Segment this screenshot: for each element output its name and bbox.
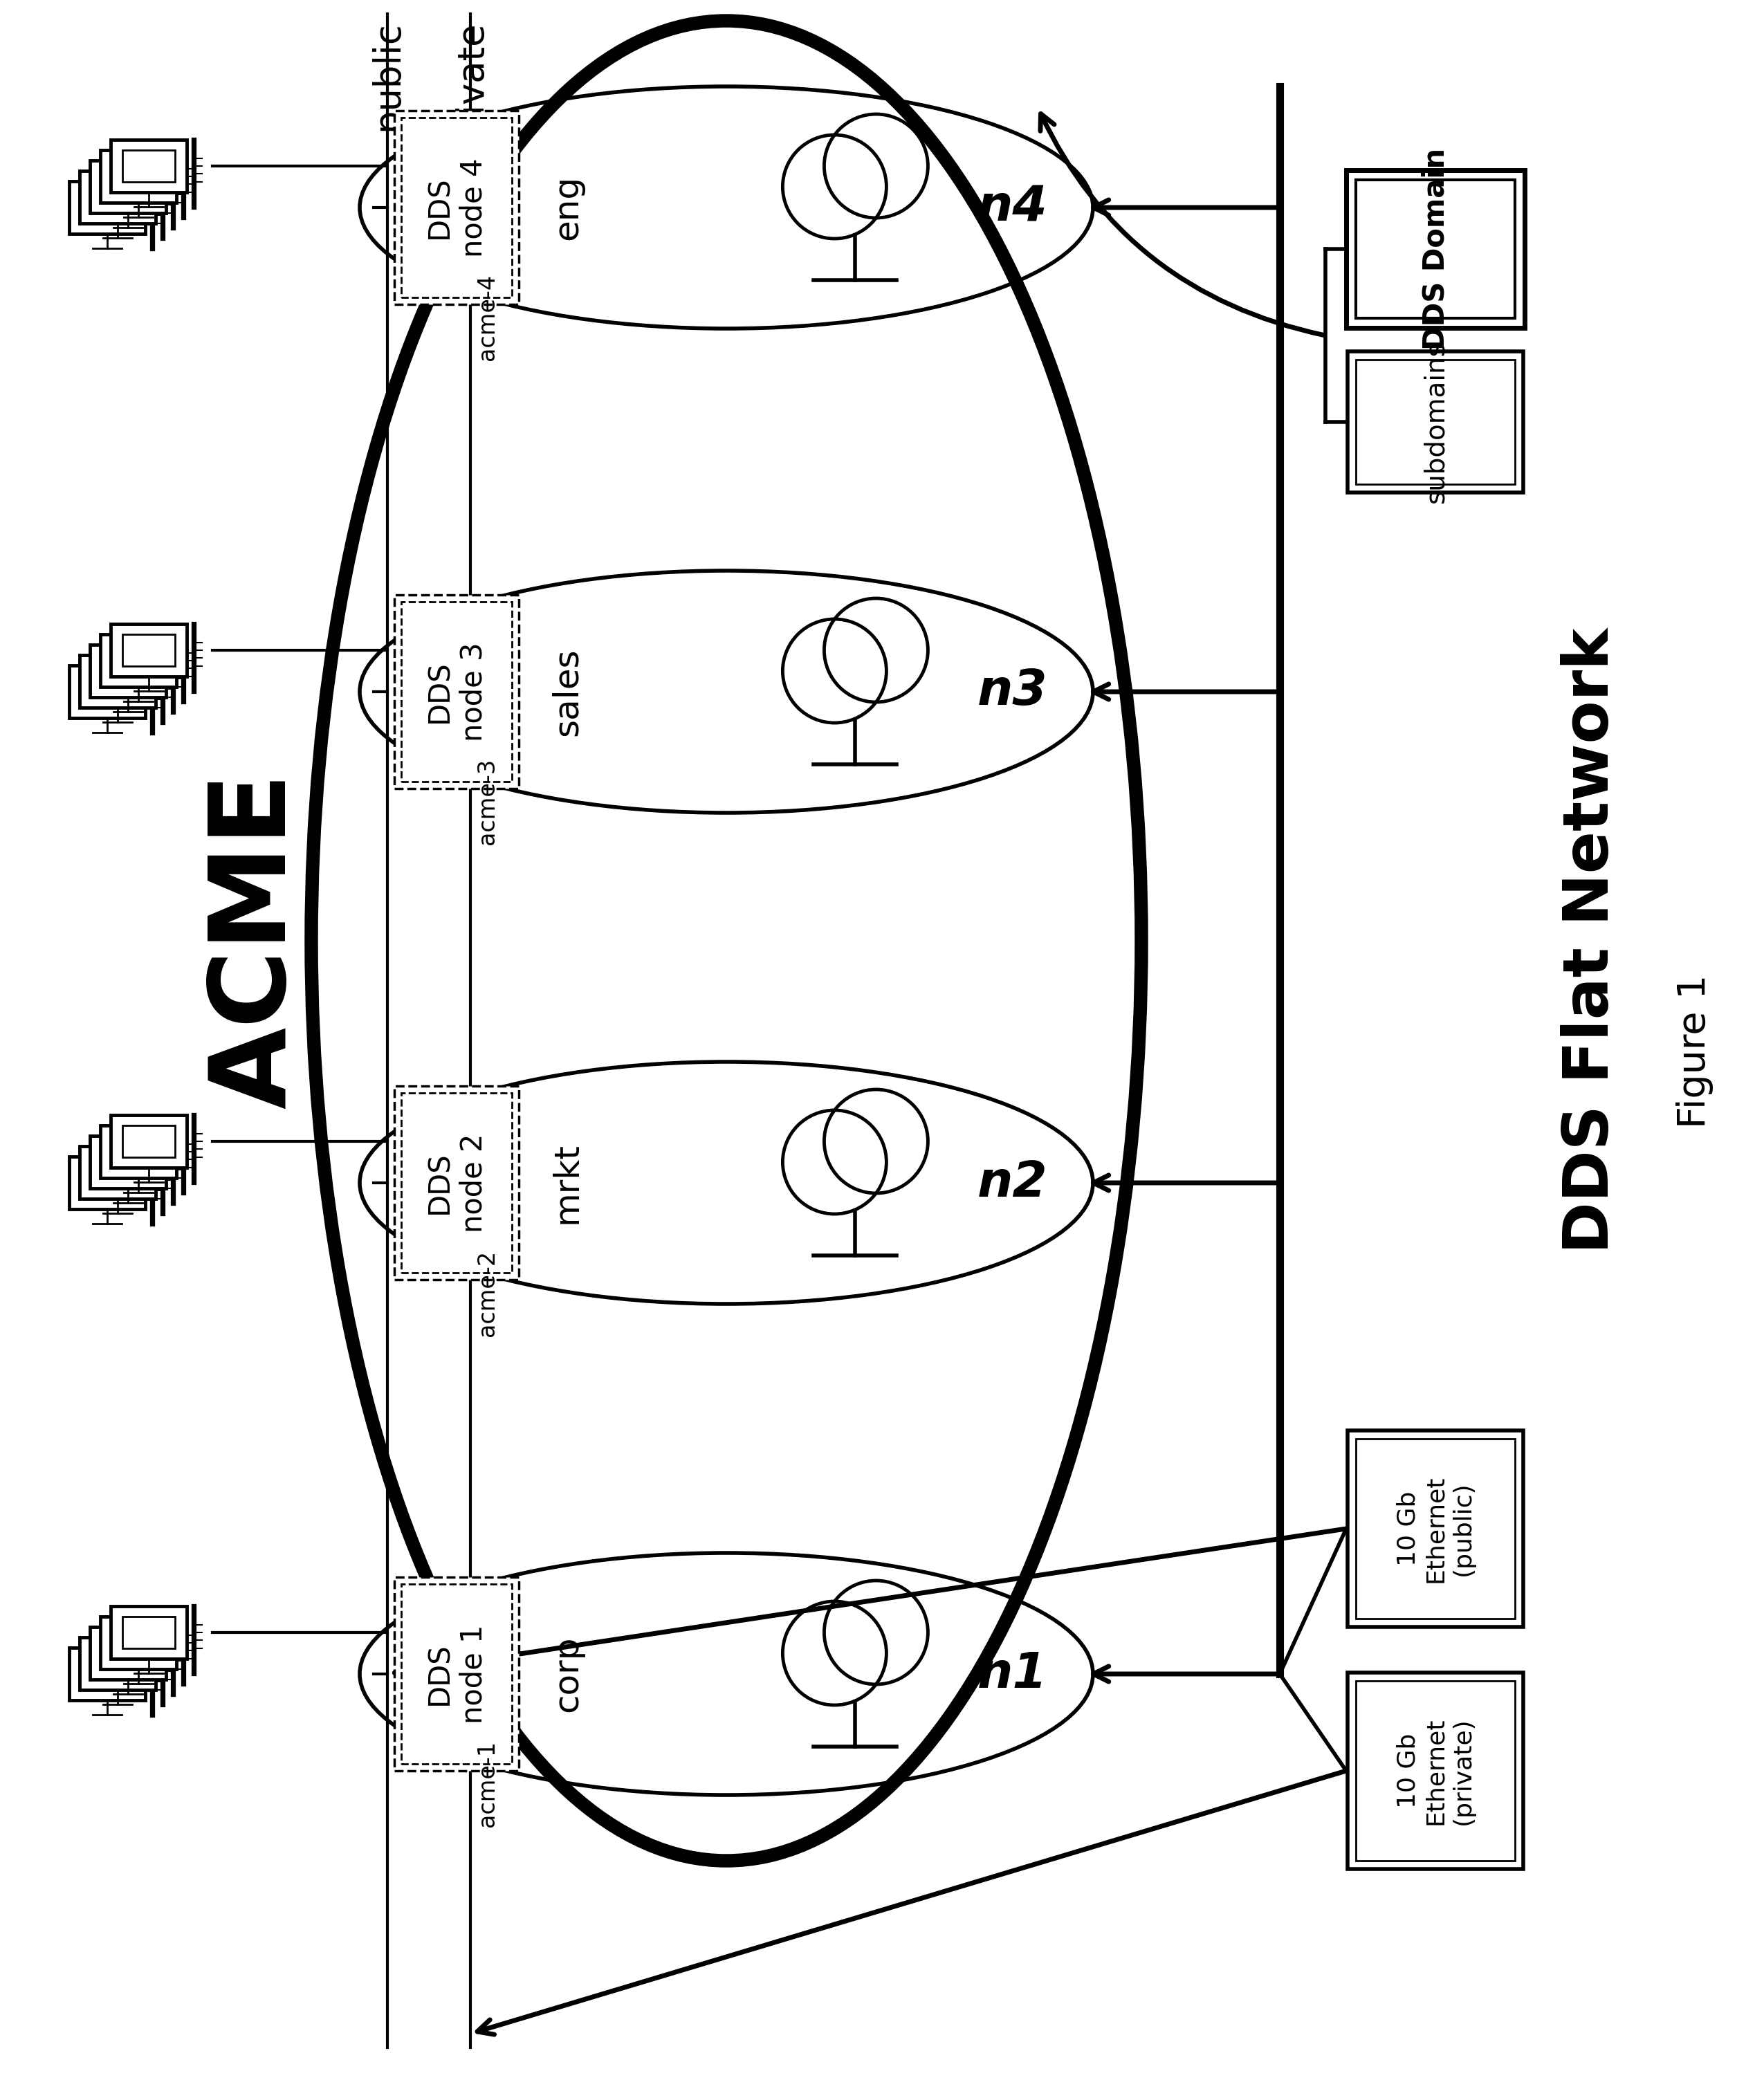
Bar <box>101 1617 176 1669</box>
Text: 10 Gb
Ethernet
(public): 10 Gb Ethernet (public) <box>1397 1475 1475 1583</box>
Bar <box>1348 351 1524 493</box>
Text: mrkt: mrkt <box>550 1143 584 1224</box>
Bar <box>69 1157 145 1210</box>
Bar <box>1357 1682 1515 1861</box>
Text: n2: n2 <box>977 1159 1048 1207</box>
Bar <box>1357 359 1515 485</box>
Bar <box>69 182 145 234</box>
Text: Figure 1: Figure 1 <box>1676 973 1713 1128</box>
Bar <box>400 117 512 297</box>
Text: DDS
node 4: DDS node 4 <box>425 159 489 257</box>
Text: DDS
node 1: DDS node 1 <box>425 1625 489 1723</box>
Bar <box>101 150 176 203</box>
Text: ACME: ACME <box>205 773 307 1109</box>
Bar <box>90 646 166 698</box>
Bar <box>111 1116 187 1168</box>
Bar <box>92 182 145 213</box>
Bar <box>122 1617 175 1648</box>
Bar <box>395 111 519 305</box>
Bar <box>90 1136 166 1189</box>
Bar <box>69 1648 145 1700</box>
Text: n1: n1 <box>977 1650 1048 1698</box>
Bar <box>102 656 153 687</box>
Bar <box>113 646 164 677</box>
Bar <box>79 1638 155 1690</box>
Bar <box>90 1627 166 1680</box>
Bar <box>81 677 134 708</box>
Bar <box>92 666 145 698</box>
Text: 10 Gb
Ethernet
(private): 10 Gb Ethernet (private) <box>1397 1717 1475 1824</box>
Bar <box>90 161 166 213</box>
Bar <box>69 666 145 719</box>
Bar <box>79 1147 155 1199</box>
Bar <box>102 1638 153 1669</box>
Bar <box>92 1157 145 1189</box>
Bar <box>400 1093 512 1272</box>
Text: private: private <box>452 21 489 150</box>
Bar <box>81 1168 134 1199</box>
Bar <box>81 192 134 224</box>
Text: eng: eng <box>550 175 584 240</box>
Bar <box>122 635 175 666</box>
Bar <box>111 1606 187 1659</box>
Text: acme-2: acme-2 <box>476 1249 499 1337</box>
Text: DDS
node 3: DDS node 3 <box>425 641 489 742</box>
Text: n3: n3 <box>977 668 1048 717</box>
Bar <box>1348 1431 1524 1627</box>
Bar <box>101 1126 176 1178</box>
Bar <box>79 656 155 708</box>
Bar <box>1357 1439 1515 1619</box>
Bar <box>1357 180 1515 318</box>
Bar <box>400 602 512 781</box>
Text: subdomains: subdomains <box>1422 341 1448 503</box>
Bar <box>79 171 155 224</box>
Text: acme-1: acme-1 <box>476 1740 499 1828</box>
Bar <box>113 1136 164 1168</box>
Bar <box>395 1086 519 1281</box>
Bar <box>113 161 164 192</box>
Bar <box>122 1126 175 1157</box>
Bar <box>111 140 187 192</box>
Text: acme-4: acme-4 <box>476 274 499 361</box>
Text: DDS
node 2: DDS node 2 <box>425 1132 489 1233</box>
Bar <box>102 171 153 203</box>
Text: DDS Flat Network: DDS Flat Network <box>1561 629 1621 1253</box>
Bar <box>102 1147 153 1178</box>
Bar <box>81 1659 134 1690</box>
Bar <box>395 1577 519 1771</box>
Text: corp: corp <box>550 1636 584 1713</box>
Bar <box>111 625 187 677</box>
Text: DDS Domain: DDS Domain <box>1420 148 1450 351</box>
Bar <box>113 1627 164 1659</box>
Bar <box>122 150 175 182</box>
Text: n4: n4 <box>977 184 1048 232</box>
Bar <box>92 1648 145 1680</box>
Text: sales: sales <box>550 648 584 735</box>
Text: acme-3: acme-3 <box>476 758 499 844</box>
Bar <box>101 635 176 687</box>
Text: public: public <box>369 21 406 132</box>
Bar <box>395 595 519 788</box>
Bar <box>400 1583 512 1763</box>
Bar <box>1348 1673 1524 1870</box>
Bar <box>1346 169 1524 328</box>
